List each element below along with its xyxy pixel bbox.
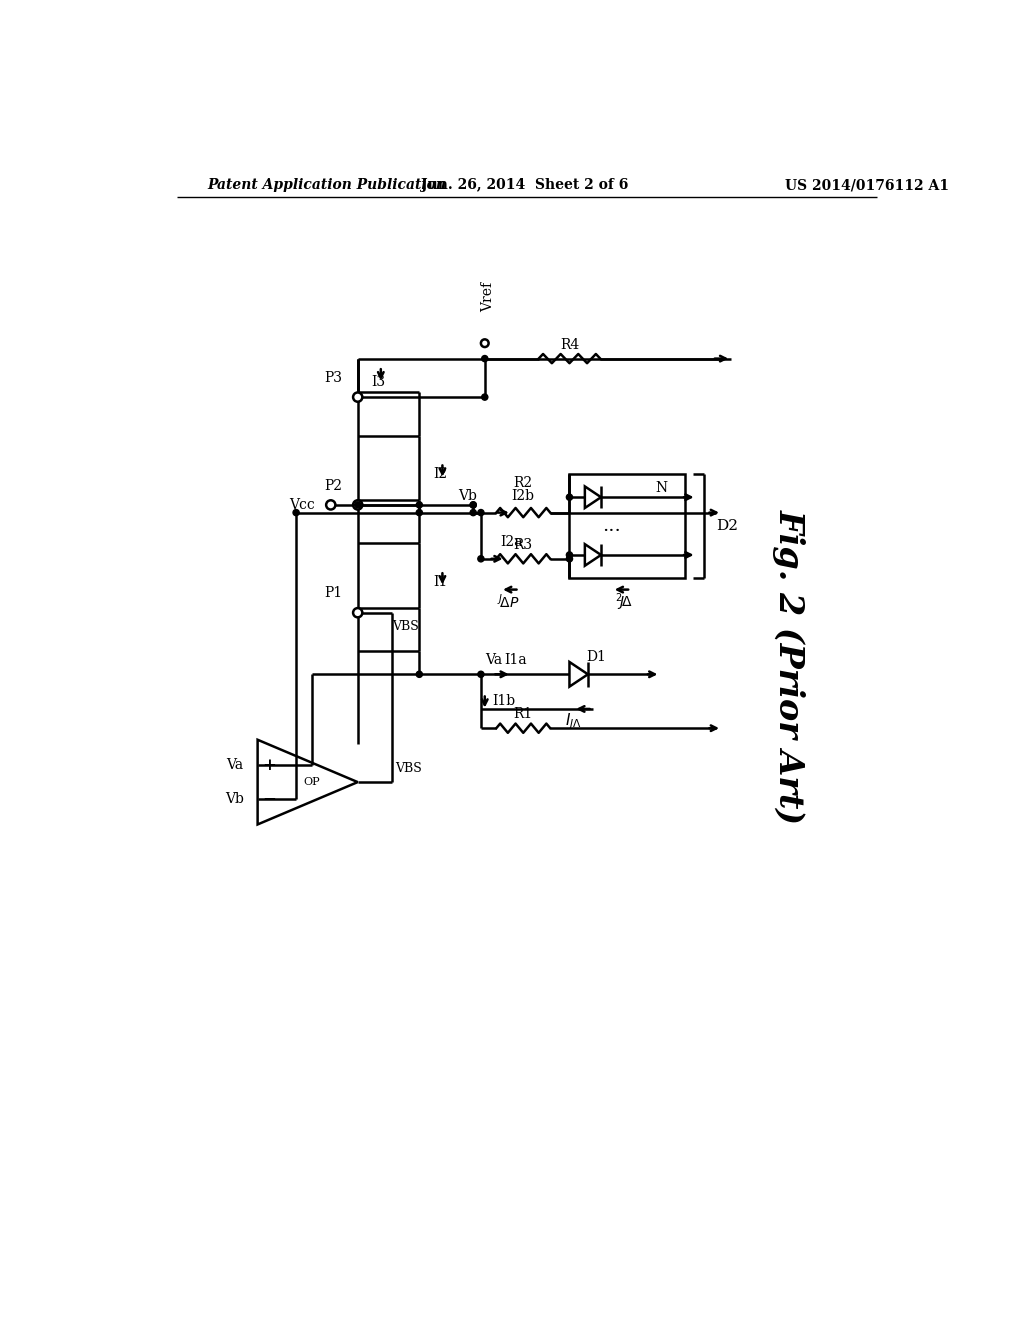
Text: Va: Va <box>484 653 502 668</box>
Text: ${}^{2}\!J\!\Delta$: ${}^{2}\!J\!\Delta$ <box>614 591 632 612</box>
Text: R3: R3 <box>514 539 532 552</box>
Circle shape <box>416 510 422 516</box>
Text: Va: Va <box>226 758 244 772</box>
Circle shape <box>353 500 362 510</box>
Circle shape <box>478 671 484 677</box>
Text: I1b: I1b <box>493 694 516 709</box>
Text: ...: ... <box>602 517 622 536</box>
Text: Patent Application Publication: Patent Application Publication <box>208 178 446 193</box>
Text: I2: I2 <box>433 467 447 480</box>
Circle shape <box>326 500 336 510</box>
Text: $I_{J\Lambda}$: $I_{J\Lambda}$ <box>565 711 582 731</box>
Text: P2: P2 <box>325 479 342 492</box>
Circle shape <box>566 556 572 562</box>
Circle shape <box>293 510 299 516</box>
Text: R2: R2 <box>514 477 532 490</box>
Text: R1: R1 <box>514 708 532 721</box>
Text: N: N <box>655 480 668 495</box>
Text: ${}^{J}\!\Delta P$: ${}^{J}\!\Delta P$ <box>497 593 519 611</box>
Text: Vref: Vref <box>481 282 496 312</box>
Circle shape <box>416 671 422 677</box>
Text: D2: D2 <box>716 520 737 533</box>
Text: I1a: I1a <box>504 653 527 668</box>
Circle shape <box>481 395 487 400</box>
Circle shape <box>470 502 476 508</box>
Text: I2b: I2b <box>512 488 535 503</box>
Circle shape <box>478 556 484 562</box>
Text: D1: D1 <box>587 651 606 664</box>
Text: I1: I1 <box>433 576 447 589</box>
Text: Fig. 2 (Prior Art): Fig. 2 (Prior Art) <box>772 510 806 824</box>
Text: P1: P1 <box>325 586 342 601</box>
Circle shape <box>470 502 476 508</box>
Text: US 2014/0176112 A1: US 2014/0176112 A1 <box>785 178 949 193</box>
Text: OP: OP <box>303 777 319 787</box>
Text: VBS: VBS <box>394 762 422 775</box>
Circle shape <box>353 392 362 401</box>
Text: Vb: Vb <box>458 488 477 503</box>
Text: I2a: I2a <box>501 535 523 549</box>
Circle shape <box>354 502 360 508</box>
Text: Jun. 26, 2014  Sheet 2 of 6: Jun. 26, 2014 Sheet 2 of 6 <box>421 178 629 193</box>
Circle shape <box>470 510 476 516</box>
Text: P3: P3 <box>325 371 342 385</box>
Circle shape <box>566 494 572 500</box>
Text: Vb: Vb <box>225 792 244 807</box>
Circle shape <box>416 502 422 508</box>
Circle shape <box>566 552 572 558</box>
Text: I3: I3 <box>372 375 386 388</box>
Bar <box>569 474 685 578</box>
Circle shape <box>478 510 484 516</box>
Text: −: − <box>262 791 276 808</box>
Circle shape <box>481 339 488 347</box>
Text: +: + <box>262 756 276 774</box>
Text: Vcc: Vcc <box>290 498 315 512</box>
Text: R4: R4 <box>560 338 580 351</box>
Text: VBS: VBS <box>392 620 419 634</box>
Circle shape <box>353 609 362 618</box>
Circle shape <box>481 355 487 362</box>
